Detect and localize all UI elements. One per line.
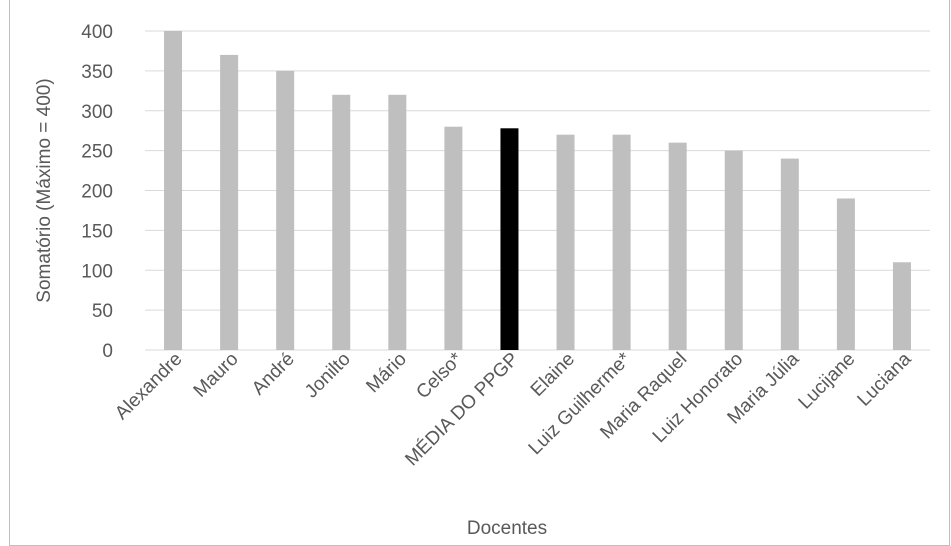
bar-1 — [220, 54, 239, 351]
x-tick-label: Elaine — [527, 349, 579, 401]
bar-10 — [724, 150, 743, 350]
x-tick-label: Lucijane — [795, 349, 860, 414]
x-tick-label: Luciana — [854, 348, 916, 410]
bar-3 — [332, 94, 351, 350]
y-tick-label: 0 — [102, 341, 113, 362]
gridlines — [145, 30, 930, 351]
bar-0 — [164, 31, 183, 350]
bar-8 — [612, 134, 631, 350]
y-tick-label: 200 — [81, 182, 113, 203]
x-tick-label: Mauro — [190, 349, 243, 402]
x-tick-labels: Alexandre Mauro André Jonilto Mário Celso*MÉD… — [111, 348, 916, 470]
bar-9 — [668, 142, 687, 350]
x-tick-label: Jonilto — [301, 349, 355, 403]
bar-7 — [556, 134, 575, 350]
y-tick-labels: 0 50 100 150 200 250 300 350 400 — [81, 22, 113, 362]
x-axis-title: Docentes — [467, 518, 547, 539]
x-tick-label: André — [248, 349, 299, 400]
x-tick-label: Alexandre — [111, 349, 186, 424]
y-tick-label: 350 — [81, 62, 113, 83]
bar-13 — [892, 262, 911, 350]
bar-12 — [836, 198, 855, 350]
x-tick-label: Luiz Guilherme* — [525, 348, 636, 459]
y-tick-label: 50 — [92, 301, 113, 322]
bar-4 — [388, 94, 407, 350]
bars — [164, 31, 911, 351]
bar-5 — [444, 126, 463, 350]
y-axis-title: Somatório (Máximo = 400) — [34, 78, 55, 302]
y-tick-label: 100 — [81, 261, 113, 282]
x-tick-label: Mário — [362, 349, 410, 397]
bar-2 — [276, 70, 295, 350]
y-tick-label: 150 — [81, 221, 113, 242]
bar-6 — [500, 128, 519, 350]
y-tick-label: 250 — [81, 142, 113, 163]
y-tick-label: 400 — [81, 22, 113, 43]
y-tick-label: 300 — [81, 102, 113, 123]
x-tick-label: Celso* — [412, 348, 467, 403]
bar-11 — [780, 158, 799, 350]
